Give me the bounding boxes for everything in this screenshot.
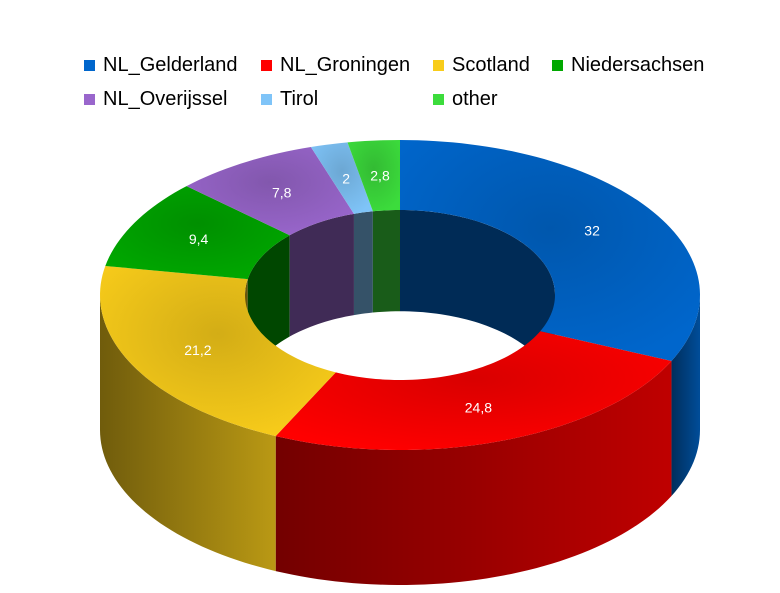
data-label-other: 2,8 bbox=[370, 168, 390, 184]
legend-item-other: other bbox=[433, 88, 498, 110]
legend-item-tirol: Tirol bbox=[261, 88, 318, 110]
data-label-nl-gelderland: 32 bbox=[584, 223, 600, 239]
slice-nl-overijssel bbox=[186, 147, 354, 236]
legend-label-nl-overijssel: NL_Overijssel bbox=[103, 88, 227, 110]
legend-label-nl-gelderland: NL_Gelderland bbox=[103, 54, 238, 76]
data-label-tirol: 2 bbox=[342, 170, 350, 186]
legend-swatch-nl-groningen bbox=[261, 60, 272, 71]
legend-swatch-niedersachsen bbox=[552, 60, 563, 71]
slice-nl-gelderland bbox=[400, 140, 700, 361]
legend-item-scotland: Scotland bbox=[433, 54, 530, 76]
legend-swatch-other bbox=[433, 94, 444, 105]
outer-wall-nl-gelderland bbox=[671, 295, 700, 496]
outer-wall-scotland bbox=[100, 295, 276, 572]
legend-item-nl-overijssel: NL_Overijssel bbox=[84, 88, 227, 110]
inner-wall-nl-overijssel bbox=[289, 213, 354, 337]
data-label-scotland: 21,2 bbox=[184, 342, 211, 358]
legend-swatch-nl-overijssel bbox=[84, 94, 95, 105]
legend-label-niedersachsen: Niedersachsen bbox=[571, 54, 704, 76]
legend-swatch-tirol bbox=[261, 94, 272, 105]
legend-swatch-nl-gelderland bbox=[84, 60, 95, 71]
legend-item-nl-gelderland: NL_Gelderland bbox=[84, 54, 238, 76]
legend-label-tirol: Tirol bbox=[280, 88, 318, 110]
slice-tirol bbox=[310, 142, 373, 214]
inner-wall-tirol bbox=[353, 211, 373, 316]
legend-item-niedersachsen: Niedersachsen bbox=[552, 54, 704, 76]
data-label-niedersachsen: 9,4 bbox=[189, 231, 209, 247]
plot-area: 32 24,8 21,2 9,4 7,8 2 2,8 bbox=[100, 140, 700, 585]
slice-niedersachsen bbox=[105, 186, 290, 280]
data-label-nl-overijssel: 7,8 bbox=[272, 185, 292, 201]
legend: NL_Gelderland NL_Groningen Scotland Nieders… bbox=[84, 54, 704, 110]
legend-label-other: other bbox=[452, 88, 498, 110]
legend-swatch-scotland bbox=[433, 60, 444, 71]
inner-wall-other bbox=[372, 210, 400, 313]
slice-other bbox=[347, 140, 400, 212]
legend-label-nl-groningen: NL_Groningen bbox=[280, 54, 410, 76]
outer-wall-nl-groningen bbox=[275, 361, 672, 585]
inner-wall-nl-gelderland bbox=[400, 210, 555, 397]
legend-label-scotland: Scotland bbox=[452, 54, 530, 76]
legend-item-nl-groningen: NL_Groningen bbox=[261, 54, 410, 76]
slice-scotland bbox=[100, 265, 336, 437]
slice-nl-groningen bbox=[275, 331, 672, 450]
data-label-nl-groningen: 24,8 bbox=[465, 400, 492, 416]
